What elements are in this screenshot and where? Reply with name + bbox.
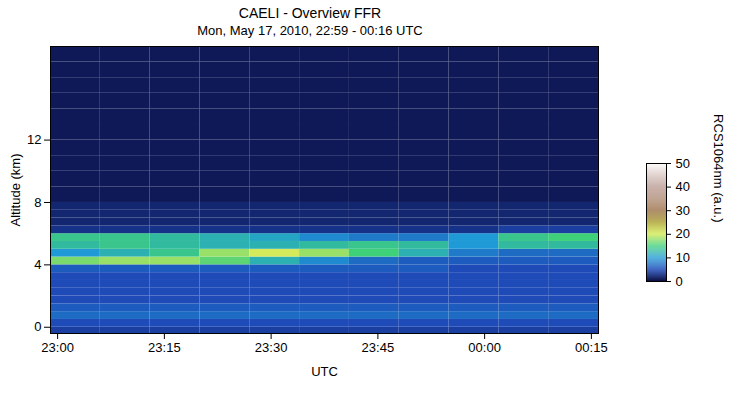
- svg-text:00:15: 00:15: [575, 340, 608, 355]
- svg-text:8: 8: [34, 195, 41, 210]
- svg-text:UTC: UTC: [311, 364, 338, 379]
- svg-text:20: 20: [676, 226, 690, 241]
- svg-text:0: 0: [676, 274, 683, 289]
- svg-text:23:45: 23:45: [362, 340, 395, 355]
- svg-text:00:00: 00:00: [468, 340, 501, 355]
- svg-text:0: 0: [34, 319, 41, 334]
- svg-text:23:00: 23:00: [41, 340, 74, 355]
- html-text:Mon, May 17, 2010, 22:59 - 00:: Mon, May 17, 2010, 22:59 - 00:16 UTC: [197, 23, 423, 38]
- svg-text:23:30: 23:30: [255, 340, 288, 355]
- svg-text:4: 4: [34, 257, 41, 272]
- svg-text:23:15: 23:15: [148, 340, 181, 355]
- html-text:CAELI - Overview FFR: CAELI - Overview FFR: [238, 5, 382, 21]
- svg-text:50: 50: [676, 156, 690, 171]
- svg-text:Altitude (km): Altitude (km): [8, 154, 23, 227]
- svg-text:40: 40: [676, 179, 690, 194]
- svg-text:12: 12: [27, 132, 41, 147]
- svg-text:10: 10: [676, 250, 690, 265]
- svg-text:RCS1064nm (a.u.): RCS1064nm (a.u.): [711, 114, 726, 222]
- svg-text:30: 30: [676, 203, 690, 218]
